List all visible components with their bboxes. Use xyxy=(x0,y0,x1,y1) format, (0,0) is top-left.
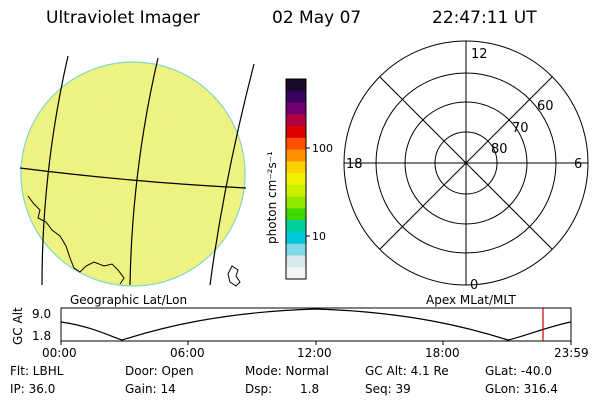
y-tick-label: 1.8 xyxy=(32,329,51,343)
colorbar-segment xyxy=(286,243,306,257)
colorbar-segment xyxy=(286,126,306,139)
x-tick-label: 18:00 xyxy=(425,346,460,360)
dsp-value: 1.8 xyxy=(300,382,320,396)
meridian-line xyxy=(209,63,255,286)
dsp-label: Dsp: xyxy=(245,382,273,396)
globe-noise xyxy=(21,62,245,286)
x-tick-label: 23:59 xyxy=(554,346,589,360)
instrument-title: Ultraviolet Imager xyxy=(46,8,200,28)
polar-diagonal-line xyxy=(379,76,553,250)
polar-plot-caption: Apex MLat/MLT xyxy=(426,293,516,307)
colorbar-segment xyxy=(286,255,306,268)
mlat-label: 70 xyxy=(512,121,529,136)
gain-status: Gain: 14 xyxy=(125,382,176,396)
colorbar-segment xyxy=(286,173,306,186)
colorbar-segment xyxy=(286,137,306,151)
altitude-curve xyxy=(60,308,572,341)
meridian-line xyxy=(129,57,159,286)
x-tick-label: 00:00 xyxy=(42,346,77,360)
colorbar-tick-label: 10 xyxy=(312,230,326,243)
colorbar-segment xyxy=(286,90,306,104)
mlat-label: 60 xyxy=(537,99,554,114)
mlat-label: 80 xyxy=(491,142,508,157)
colorbar-gradient xyxy=(286,79,306,280)
seq-status: Seq: 39 xyxy=(365,382,411,396)
gc-alt-status: GC Alt: 4.1 Re xyxy=(365,364,449,378)
glat-status: GLat: -40.0 xyxy=(485,364,552,378)
colorbar-segment xyxy=(286,231,306,245)
island-outline xyxy=(227,265,241,287)
colorbar-segment xyxy=(286,208,306,221)
colorbar-segment xyxy=(286,220,306,233)
colorbar-unit-label: photon cm⁻²s⁻¹ xyxy=(265,151,279,244)
mlt-label: 0 xyxy=(470,278,478,293)
header-time: 22:47:11 UT xyxy=(432,8,537,28)
ip-status: IP: 36.0 xyxy=(10,382,56,396)
mlt-label: 12 xyxy=(471,47,488,62)
polar-plot: 12 18 6 0 60 70 80 xyxy=(343,40,589,293)
colorbar-segment xyxy=(286,102,306,115)
geo-map xyxy=(19,55,255,287)
glon-status: GLon: 316.4 xyxy=(485,382,558,396)
colorbar-segment xyxy=(286,184,306,198)
door-status: Door: Open xyxy=(125,364,194,378)
x-tick-label: 06:00 xyxy=(170,346,205,360)
meridian-line xyxy=(41,55,69,286)
colorbar-segment xyxy=(286,79,306,92)
colorbar-frame xyxy=(285,78,307,280)
colorbar-segment xyxy=(286,161,306,174)
colorbar-segment xyxy=(286,149,306,162)
mode-status: Mode: Normal xyxy=(245,364,329,378)
header-date: 02 May 07 xyxy=(272,8,362,28)
colorbar-segment xyxy=(286,196,306,210)
x-tick-label: 12:00 xyxy=(297,346,332,360)
y-axis-label: GC Alt xyxy=(11,307,25,345)
altitude-plot: 9.0 1.8 GC Alt xyxy=(11,307,572,345)
colorbar-tick-label: 100 xyxy=(312,142,333,155)
colorbar: 100 10 photon cm⁻²s⁻¹ xyxy=(265,78,333,280)
colorbar-segment xyxy=(286,114,306,127)
parallel-line xyxy=(19,167,247,189)
y-tick-label: 9.0 xyxy=(32,307,51,321)
filter-status: Flt: LBHL xyxy=(10,364,64,378)
geo-map-caption: Geographic Lat/Lon xyxy=(70,293,187,307)
mlt-label: 18 xyxy=(346,157,363,172)
colorbar-segment xyxy=(286,267,306,280)
mlt-label: 6 xyxy=(574,157,582,172)
coastline xyxy=(27,195,125,285)
